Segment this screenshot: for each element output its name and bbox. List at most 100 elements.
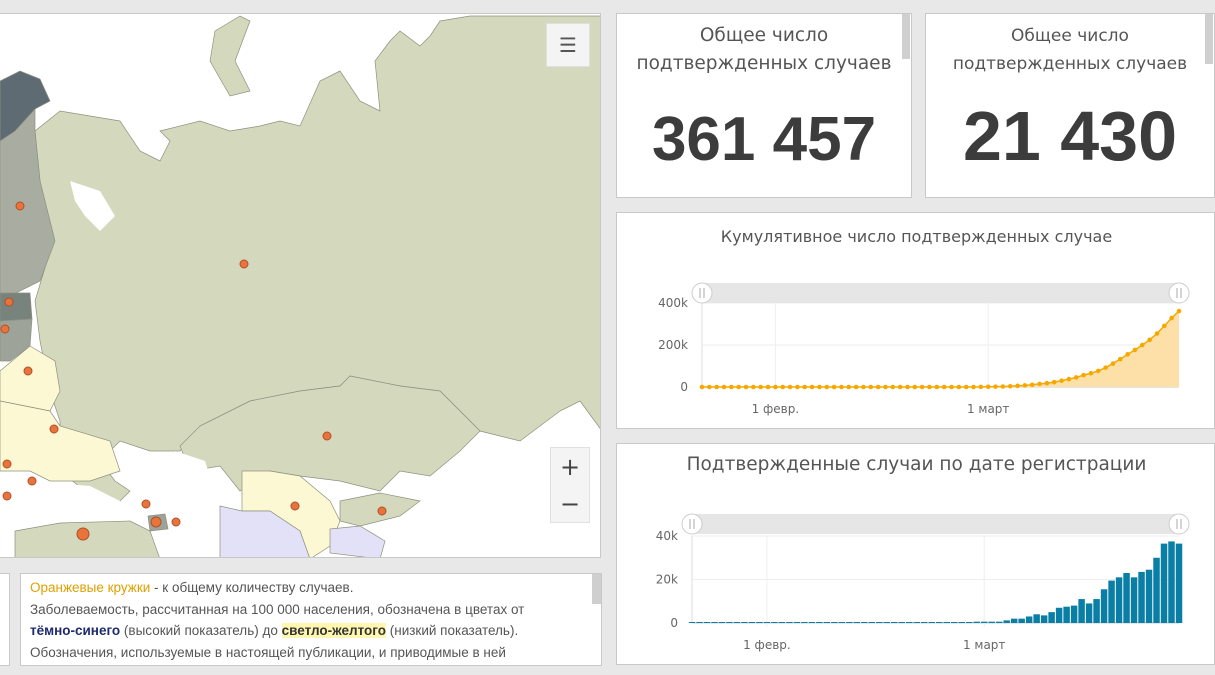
data-point[interactable] [795, 384, 800, 390]
data-point[interactable] [934, 384, 940, 390]
data-point[interactable] [963, 384, 969, 390]
legend-button[interactable]: ☰ [546, 23, 590, 67]
data-point[interactable] [875, 384, 881, 390]
bar[interactable] [703, 622, 711, 623]
data-point[interactable] [846, 384, 852, 390]
data-point[interactable] [956, 384, 962, 390]
data-point[interactable] [1162, 323, 1167, 329]
bar[interactable] [808, 622, 816, 623]
bar[interactable] [1130, 577, 1138, 623]
bar[interactable] [801, 622, 808, 623]
case-marker[interactable] [150, 516, 162, 528]
data-point[interactable] [831, 384, 837, 390]
bar[interactable] [861, 622, 868, 623]
range-handle-left[interactable] [681, 513, 703, 535]
bar[interactable] [921, 622, 928, 623]
bar[interactable] [718, 622, 726, 623]
bar[interactable] [988, 621, 995, 623]
belarus-region[interactable] [0, 345, 61, 412]
data-point[interactable] [1015, 383, 1020, 389]
data-point[interactable] [787, 384, 793, 390]
data-point[interactable] [1176, 308, 1182, 314]
data-point[interactable] [802, 384, 808, 390]
data-point[interactable] [993, 384, 998, 389]
range-slider-track[interactable] [702, 283, 1179, 303]
bar[interactable] [1078, 599, 1085, 623]
bar[interactable] [756, 622, 763, 623]
scrollbar[interactable] [592, 574, 601, 604]
data-point[interactable] [1037, 381, 1042, 387]
data-point[interactable] [1088, 370, 1094, 376]
data-point[interactable] [1051, 379, 1057, 385]
bar[interactable] [1048, 612, 1055, 623]
data-point[interactable] [868, 384, 874, 390]
bar[interactable] [1123, 572, 1130, 623]
case-marker[interactable] [49, 424, 59, 434]
bar[interactable] [1018, 618, 1025, 623]
bar[interactable] [943, 622, 950, 623]
scrollbar[interactable] [1205, 14, 1213, 64]
data-point[interactable] [817, 384, 822, 390]
bar[interactable] [973, 621, 980, 623]
range-handle-left[interactable] [691, 282, 713, 304]
daily-chart[interactable]: 0 20k 40k 1 февр. 1 март [617, 444, 1215, 664]
case-marker[interactable] [290, 501, 300, 511]
data-point[interactable] [1147, 337, 1152, 343]
bar[interactable] [733, 622, 741, 623]
data-point[interactable] [751, 384, 756, 390]
bar[interactable] [950, 622, 958, 623]
data-point[interactable] [1066, 376, 1072, 382]
range-handle-right[interactable] [1168, 282, 1190, 304]
bar[interactable] [823, 622, 831, 623]
bar[interactable] [853, 622, 861, 623]
data-point[interactable] [736, 384, 741, 390]
data-point[interactable] [1073, 375, 1079, 380]
data-point[interactable] [809, 384, 815, 390]
bar[interactable] [711, 622, 718, 623]
data-point[interactable] [773, 384, 778, 390]
case-marker[interactable] [141, 499, 151, 509]
case-marker[interactable] [4, 297, 14, 307]
bar[interactable] [1160, 543, 1168, 623]
norway-region[interactable] [0, 70, 51, 142]
bar[interactable] [980, 621, 988, 623]
data-point[interactable] [919, 384, 925, 390]
data-point[interactable] [1117, 356, 1123, 362]
info-text-panel[interactable]: Оранжевые кружки - к общему количеству с… [20, 573, 602, 666]
data-point[interactable] [949, 384, 954, 390]
case-marker[interactable] [171, 517, 181, 527]
data-point[interactable] [699, 384, 705, 390]
data-point[interactable] [824, 384, 830, 390]
bar[interactable] [831, 622, 838, 623]
data-point[interactable] [707, 384, 712, 390]
data-point[interactable] [927, 384, 932, 390]
bar[interactable] [726, 622, 733, 623]
bar[interactable] [748, 622, 756, 623]
data-point[interactable] [941, 384, 947, 390]
bar[interactable] [816, 622, 823, 623]
case-marker[interactable] [377, 506, 387, 516]
bar[interactable] [688, 622, 696, 623]
bar[interactable] [936, 622, 943, 623]
data-point[interactable] [1000, 384, 1006, 389]
data-point[interactable] [861, 384, 866, 390]
zoom-in-button[interactable]: + [559, 452, 581, 481]
case-marker[interactable] [23, 366, 33, 376]
map-canvas[interactable] [0, 14, 601, 558]
data-point[interactable] [1169, 315, 1174, 321]
bar[interactable] [771, 622, 778, 623]
data-point[interactable] [905, 384, 910, 390]
turkmenistan-region[interactable] [219, 505, 310, 558]
case-marker[interactable] [15, 201, 25, 211]
bar[interactable] [1055, 607, 1063, 623]
data-point[interactable] [978, 384, 984, 390]
bar[interactable] [1063, 606, 1070, 623]
bar[interactable] [846, 622, 853, 623]
bar[interactable] [696, 622, 703, 623]
data-point[interactable] [729, 384, 734, 390]
bar[interactable] [1108, 580, 1115, 623]
bar[interactable] [1175, 543, 1183, 623]
data-point[interactable] [1154, 331, 1160, 336]
bar[interactable] [1010, 618, 1018, 623]
bar[interactable] [786, 622, 793, 623]
